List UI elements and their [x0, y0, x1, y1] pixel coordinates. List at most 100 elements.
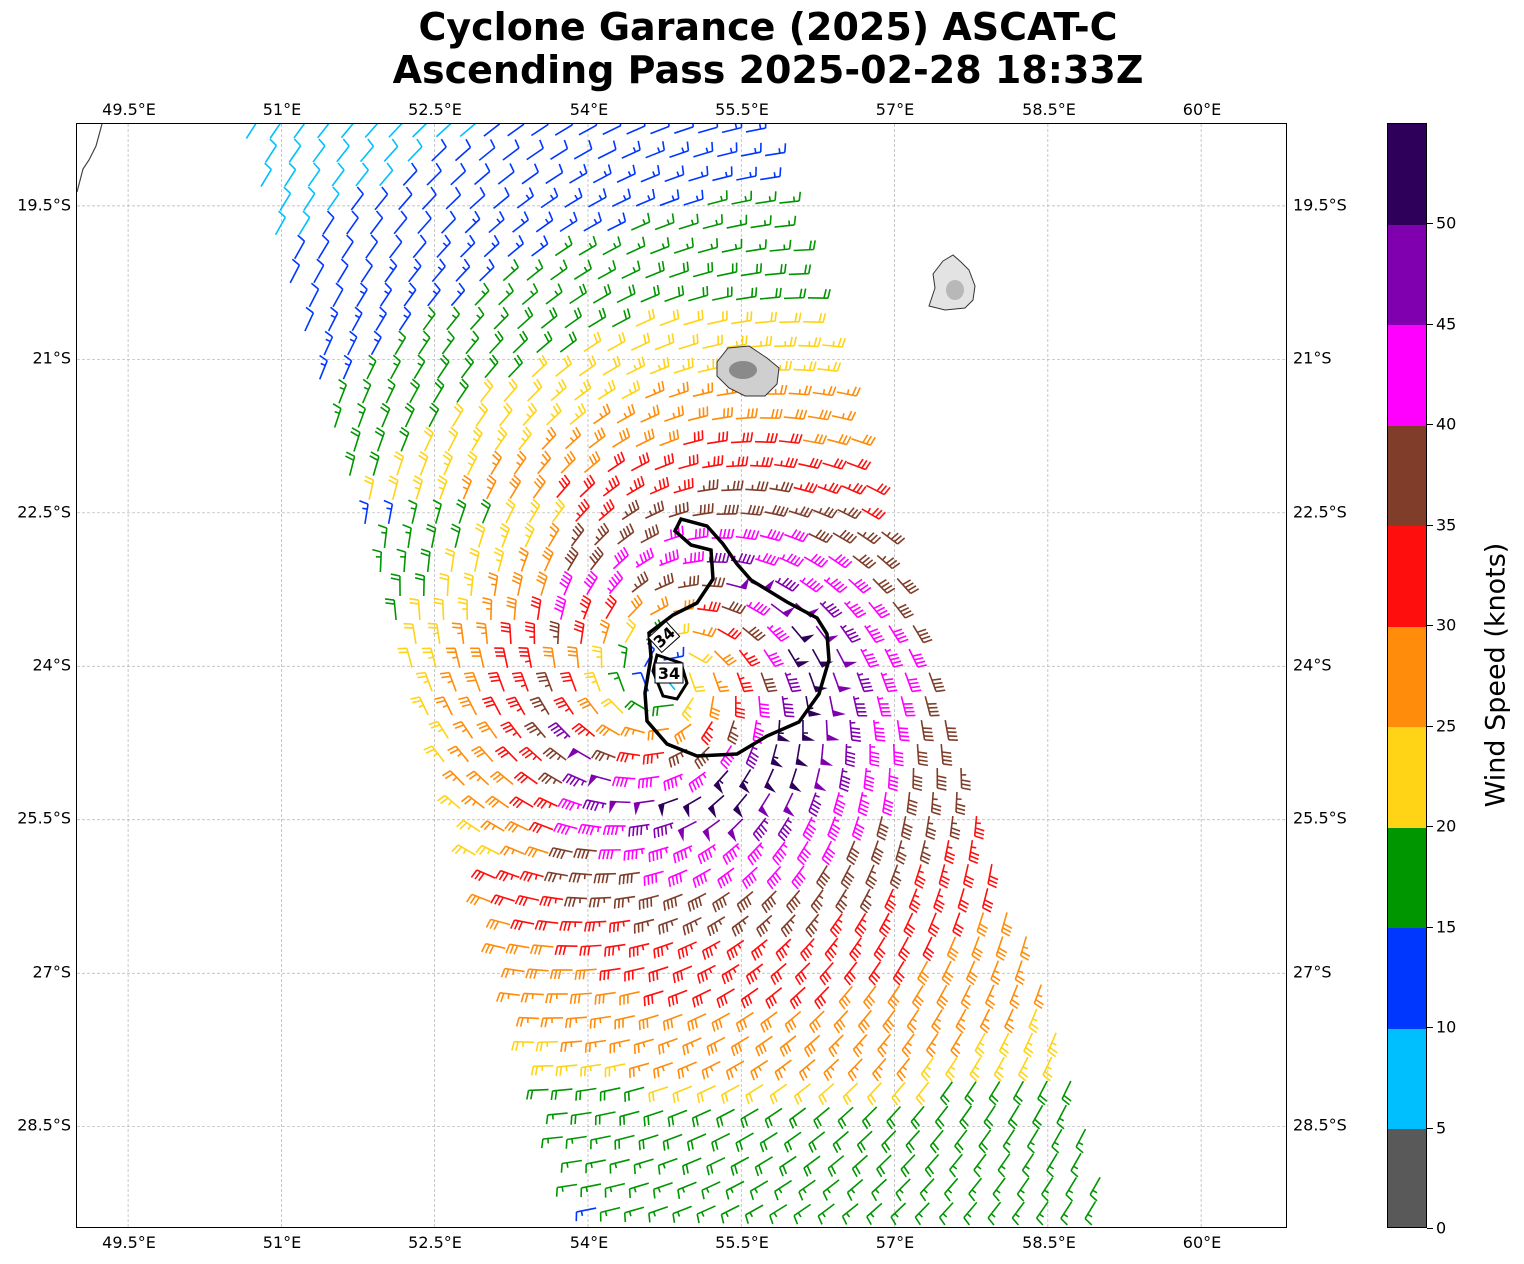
wind-barb: [846, 1178, 864, 1201]
wind-barb: [484, 354, 499, 379]
wind-barb: [734, 695, 745, 719]
wind-barb: [828, 553, 853, 569]
wind-barb: [672, 845, 693, 864]
wind-barb: [758, 793, 771, 818]
wind-barb: [777, 817, 792, 842]
wind-barb: [701, 1060, 721, 1080]
wind-barb: [421, 186, 437, 210]
wind-barb: [700, 721, 714, 746]
colorbar-tick-label: 0: [1436, 1218, 1447, 1238]
wind-barb: [633, 1158, 654, 1175]
wind-barb: [709, 696, 721, 721]
wind-barb: [635, 547, 655, 568]
wind-barb: [599, 1206, 621, 1222]
wind-barb: [791, 625, 815, 643]
wind-barb: [649, 357, 670, 375]
wind-barb: [872, 578, 896, 594]
wind-barb: [692, 868, 712, 888]
wind-barb: [702, 819, 721, 843]
wind-barb: [859, 888, 872, 914]
wind-barb: [876, 696, 892, 717]
wind-barb: [688, 771, 707, 793]
wind-barb: [745, 124, 767, 133]
wind-barb: [583, 570, 598, 595]
wind-barb: [755, 311, 778, 324]
colorbar-tick: [1427, 424, 1433, 426]
wind-barb: [555, 1064, 578, 1077]
wind-barb: [725, 1060, 745, 1081]
wind-barb: [512, 211, 530, 233]
wind-barb: [649, 476, 670, 495]
wind-barb: [791, 865, 806, 890]
wind-barb: [379, 162, 394, 187]
wind-barb: [726, 214, 748, 229]
wind-barb: [976, 912, 989, 937]
wind-barb: [827, 816, 841, 842]
wind-barb: [623, 1206, 645, 1223]
wind-barb: [588, 896, 612, 908]
wind-barb: [529, 696, 550, 715]
wind-barb: [580, 1183, 602, 1198]
wind-barb: [559, 671, 577, 692]
wind-barb: [488, 210, 505, 234]
wind-barb: [828, 1034, 844, 1058]
wind-barb: [307, 162, 321, 187]
wind-barb: [458, 696, 478, 716]
wind-barb: [518, 647, 533, 668]
wind-barb: [727, 720, 739, 745]
title-line-1: Cyclone Garance (2025) ASCAT-C: [418, 5, 1118, 49]
wind-barb: [677, 820, 697, 842]
map-panel[interactable]: 34 34: [76, 123, 1287, 1228]
wind-barb: [393, 210, 408, 235]
wind-barb: [796, 841, 812, 866]
wind-barb: [545, 993, 568, 1004]
wind-barb: [722, 842, 741, 865]
wind-barb: [1002, 1129, 1015, 1154]
wind-barb: [673, 477, 694, 494]
wind-barb: [570, 1111, 592, 1125]
wind-barb: [697, 843, 717, 865]
wind-barb: [518, 746, 543, 762]
wind-barb: [318, 354, 328, 380]
wind-barb: [602, 236, 622, 256]
wind-barb: [702, 214, 723, 230]
wind-barb: [436, 234, 452, 258]
wind-barb: [415, 671, 433, 692]
wind-barb: [749, 1180, 769, 1201]
wind-barb: [654, 453, 675, 471]
wind-barb: [650, 124, 670, 135]
wind-barb: [1065, 1177, 1078, 1202]
wind-barb: [619, 1110, 640, 1126]
wind-barb: [604, 1182, 626, 1198]
wind-barb: [667, 1109, 688, 1127]
wind-barb: [507, 235, 525, 258]
wind-barb: [827, 433, 852, 446]
wind-barb: [993, 1056, 1005, 1082]
wind-barb: [475, 402, 489, 427]
wind-barb: [457, 597, 469, 621]
wind-barb: [513, 771, 538, 785]
wind-barb: [664, 285, 685, 303]
wind-barb: [588, 427, 606, 449]
wind-barb: [677, 575, 700, 589]
wind-barb: [662, 1133, 683, 1151]
wind-barb: [260, 162, 272, 187]
wind-barb: [795, 744, 809, 767]
wind-barb: [882, 1009, 896, 1034]
colorbar-tick-label: 30: [1436, 615, 1457, 635]
wind-barb: [483, 124, 501, 137]
wind-barb: [649, 596, 669, 616]
wind-barb: [788, 506, 814, 518]
wind-barb: [750, 335, 773, 348]
wind-barb: [578, 355, 597, 377]
wind-barb: [949, 815, 961, 840]
wind-barb: [664, 165, 685, 183]
wind-barb: [747, 842, 764, 866]
wind-barb: [983, 1105, 996, 1130]
wind-barb: [820, 743, 834, 766]
wind-barb: [621, 380, 641, 400]
wind-barb: [542, 646, 556, 669]
wind-barb: [466, 893, 491, 906]
wind-barb: [385, 378, 396, 404]
colorbar-tick-label: 40: [1436, 414, 1457, 434]
